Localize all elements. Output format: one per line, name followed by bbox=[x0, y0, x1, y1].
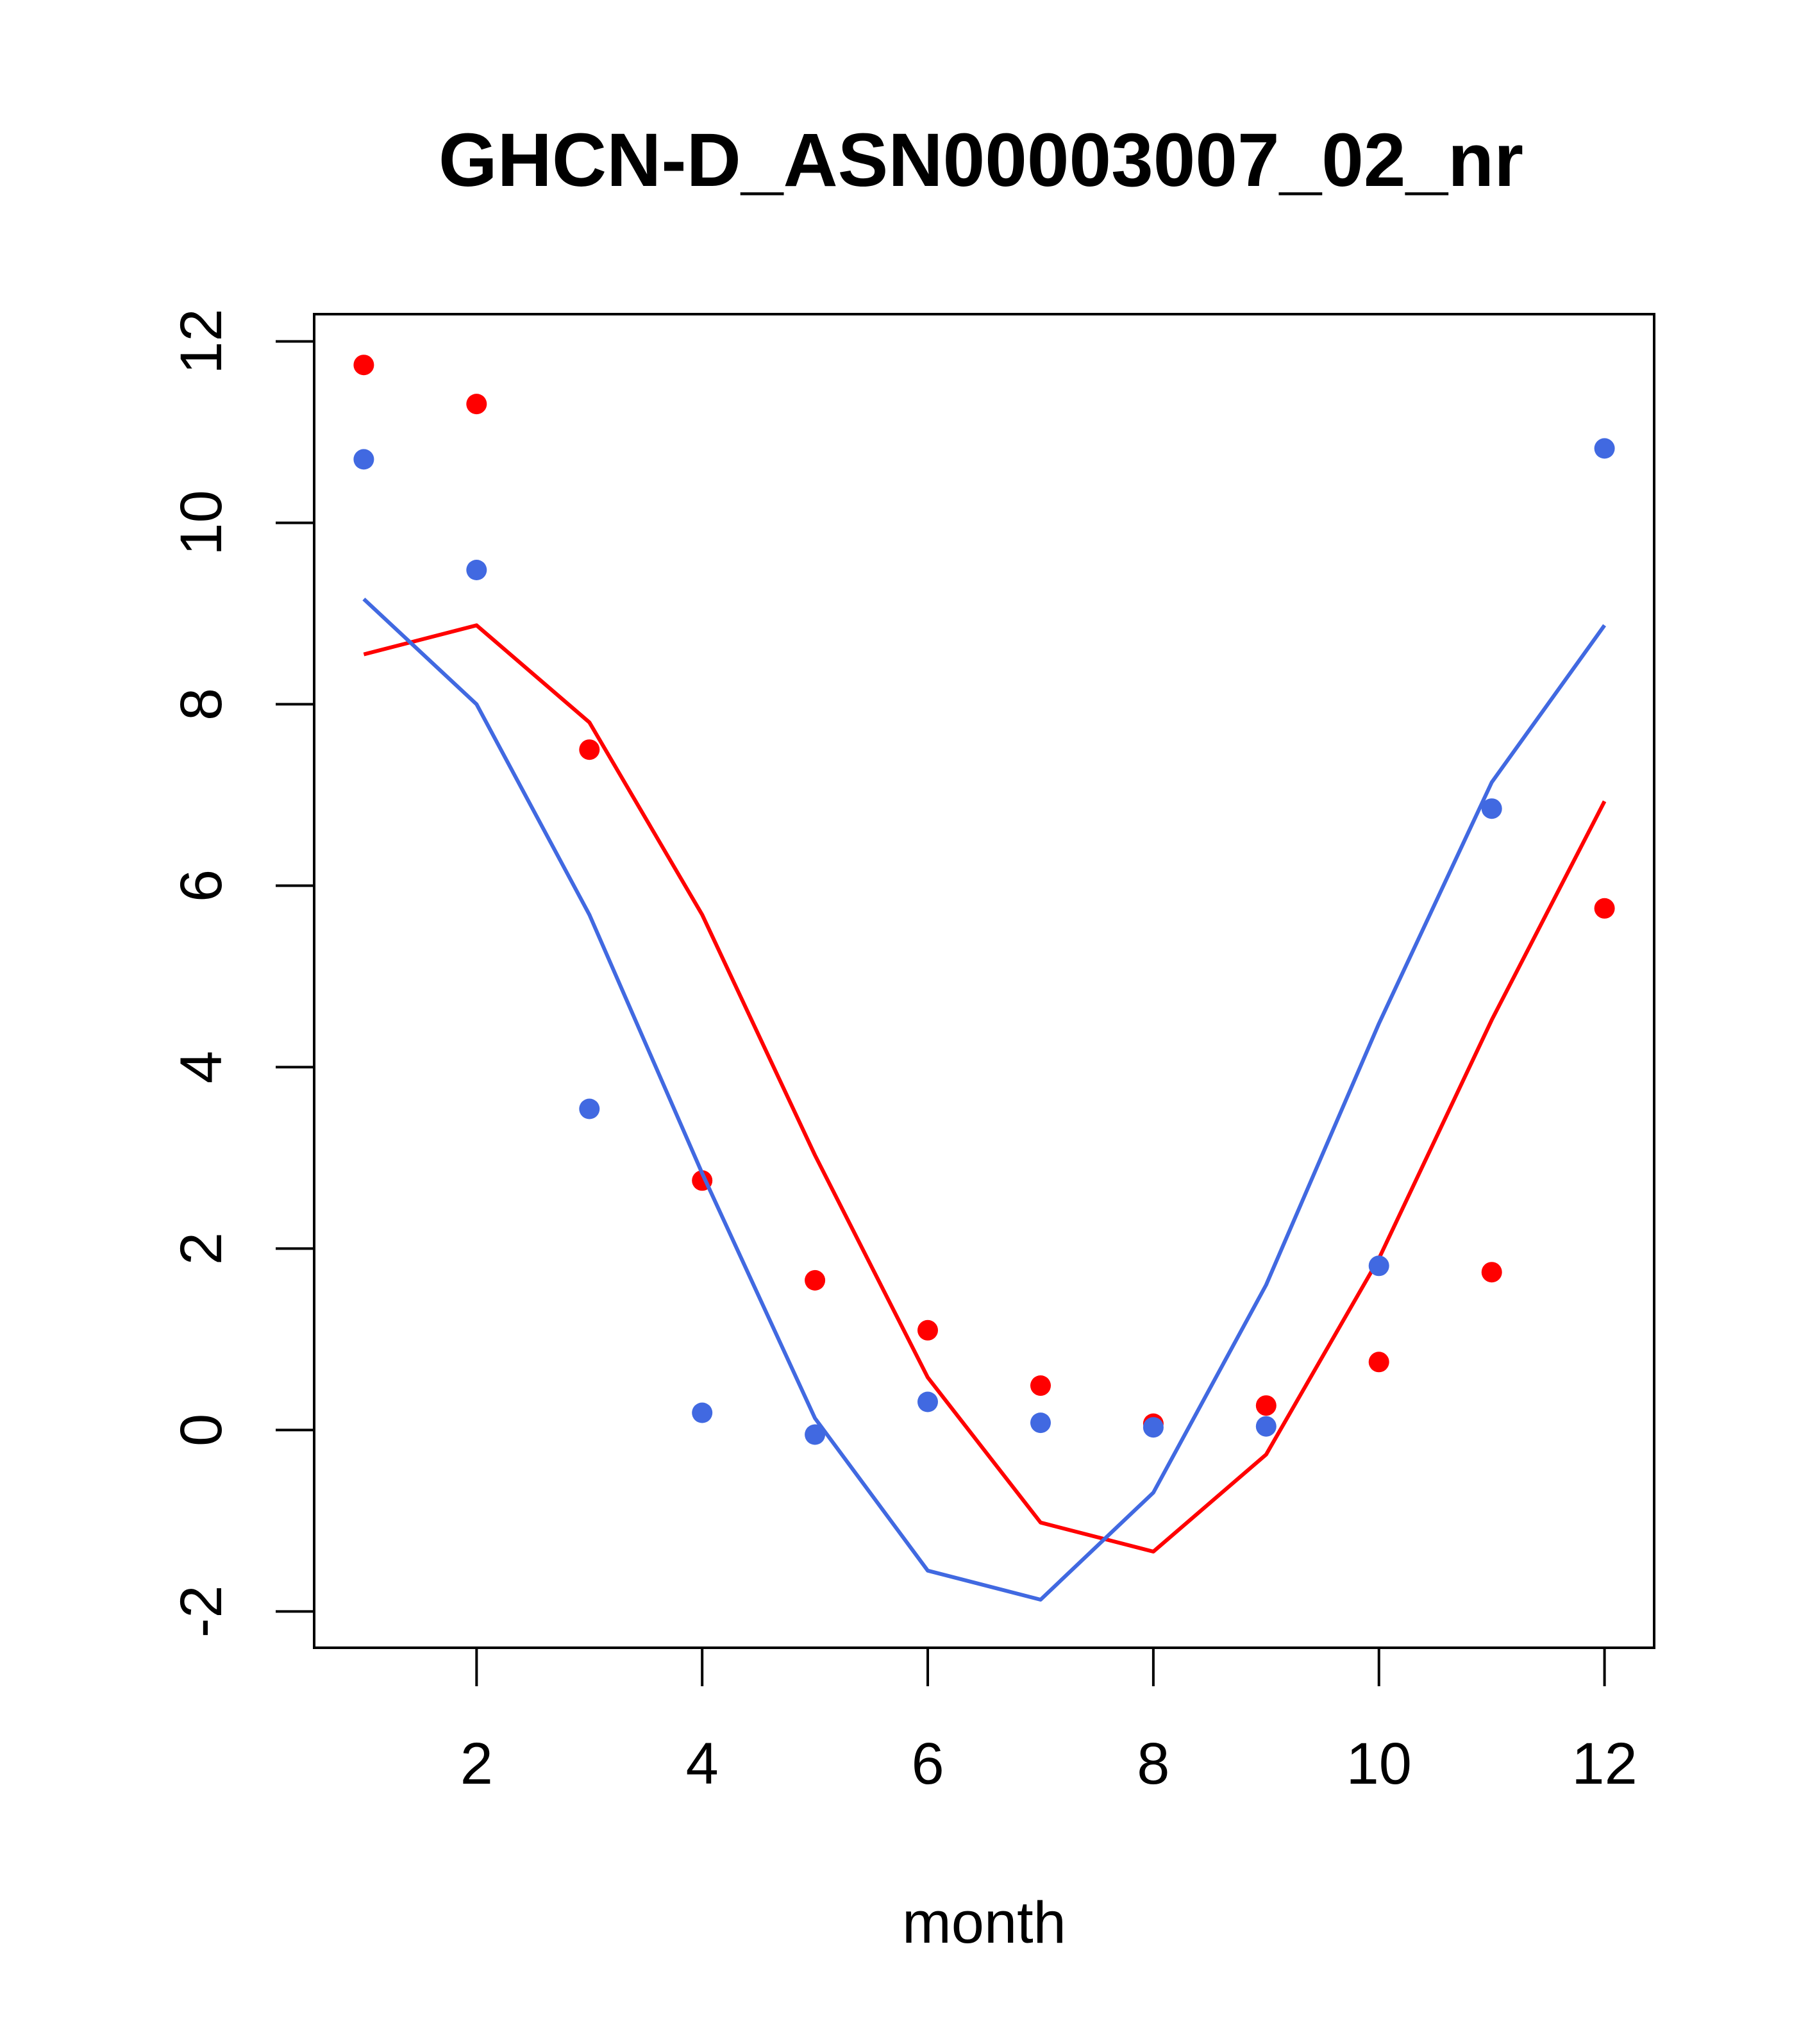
series-0-point bbox=[1255, 1395, 1277, 1416]
plot-area bbox=[353, 355, 1615, 1602]
series-0-point bbox=[353, 355, 374, 376]
series-1-point bbox=[692, 1402, 713, 1423]
x-tick-label: 6 bbox=[911, 1731, 944, 1797]
y-tick-label: 6 bbox=[169, 869, 234, 902]
series-1-point bbox=[805, 1424, 826, 1445]
y-tick-label: -2 bbox=[169, 1585, 234, 1638]
y-tick-label: 10 bbox=[169, 490, 234, 555]
plot-frame bbox=[313, 313, 1655, 1649]
x-tick-label: 10 bbox=[1346, 1731, 1412, 1797]
y-tick-label: 12 bbox=[169, 308, 234, 374]
series-1-point bbox=[1594, 438, 1615, 459]
series-1-point bbox=[579, 1098, 600, 1119]
series-1-point bbox=[466, 560, 487, 580]
series-1-point bbox=[1481, 798, 1502, 819]
x-tick-label: 12 bbox=[1571, 1731, 1637, 1797]
x-tick-label: 4 bbox=[686, 1731, 719, 1797]
chart-title: GHCN-D_ASN00003007_02_nr bbox=[439, 118, 1523, 203]
y-tick-label: 0 bbox=[169, 1414, 234, 1446]
series-0-point bbox=[579, 739, 600, 760]
series-1-point bbox=[353, 449, 374, 470]
x-tick-label: 2 bbox=[460, 1731, 493, 1797]
series-0-point bbox=[466, 394, 487, 415]
y-tick-label: 2 bbox=[169, 1232, 234, 1265]
series-1-point bbox=[1030, 1412, 1051, 1434]
series-0-point bbox=[1594, 898, 1615, 919]
series-1-point bbox=[1255, 1416, 1277, 1437]
series-1-point bbox=[1143, 1417, 1164, 1438]
y-tick-label: 8 bbox=[169, 688, 234, 721]
series-0-point bbox=[805, 1269, 826, 1291]
y-tick-label: 4 bbox=[169, 1051, 234, 1084]
series-0-point bbox=[1030, 1375, 1051, 1396]
series-0-point bbox=[917, 1319, 938, 1341]
series-1-point bbox=[1368, 1255, 1389, 1277]
series-1-point bbox=[917, 1391, 938, 1412]
x-tick-label: 8 bbox=[1137, 1731, 1169, 1797]
series-1-line bbox=[362, 598, 1607, 1602]
x-axis-label: month bbox=[902, 1890, 1066, 1956]
series-0-point bbox=[1368, 1352, 1389, 1373]
series-0-point bbox=[1481, 1262, 1502, 1283]
series-0-line bbox=[363, 623, 1607, 1554]
